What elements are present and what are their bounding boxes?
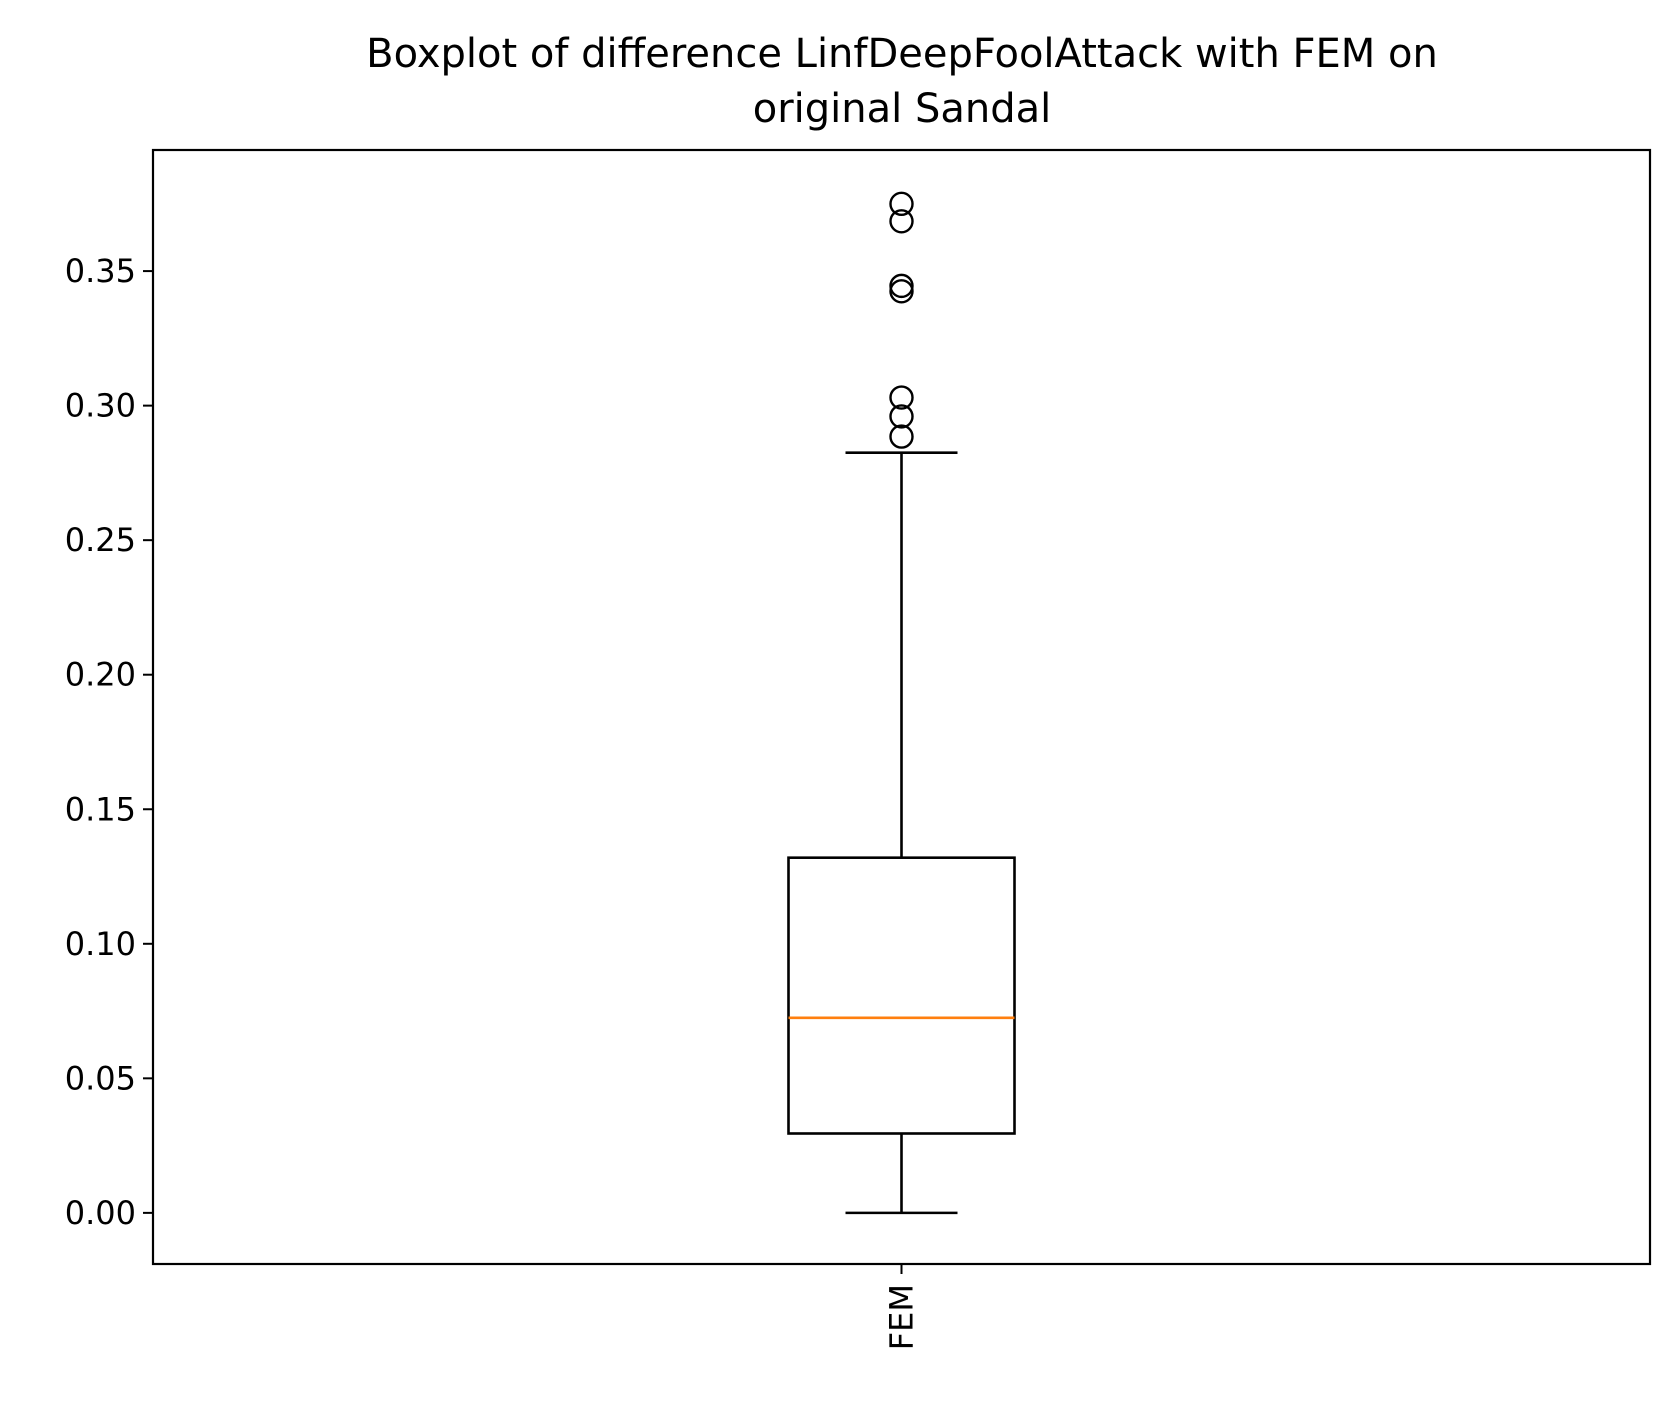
y-tick-label: 0.10 bbox=[65, 925, 136, 963]
y-tick-label: 0.35 bbox=[65, 252, 136, 290]
x-tick-label: FEM bbox=[883, 1284, 921, 1350]
chart-title-line-1: Boxplot of difference LinfDeepFoolAttack… bbox=[366, 31, 1438, 77]
outlier-point bbox=[889, 385, 914, 410]
outlier-point bbox=[889, 191, 914, 217]
y-tick-label: 0.00 bbox=[65, 1194, 136, 1232]
iqr-box bbox=[787, 856, 1016, 1135]
outlier-point bbox=[889, 404, 914, 429]
x-axis: FEM bbox=[883, 1264, 921, 1350]
chart-title-line-2: original Sandal bbox=[753, 86, 1052, 132]
outlier-point bbox=[889, 279, 914, 304]
y-tick-label: 0.15 bbox=[65, 790, 136, 828]
y-tick-label: 0.20 bbox=[65, 656, 136, 694]
plot-area-frame bbox=[151, 148, 1652, 1266]
boxes-layer bbox=[787, 191, 1016, 1215]
y-axis: 0.00 0.05 0.10 0.15 0.20 0.25 0.30 0.35 bbox=[65, 252, 153, 1232]
box-fem bbox=[787, 191, 1016, 1215]
y-tick-label: 0.25 bbox=[65, 521, 136, 559]
y-tick-label: 0.05 bbox=[65, 1059, 136, 1097]
outlier-point bbox=[889, 209, 914, 234]
y-tick-label: 0.30 bbox=[65, 387, 136, 425]
outlier-point bbox=[889, 273, 914, 299]
outlier-point bbox=[889, 424, 914, 449]
